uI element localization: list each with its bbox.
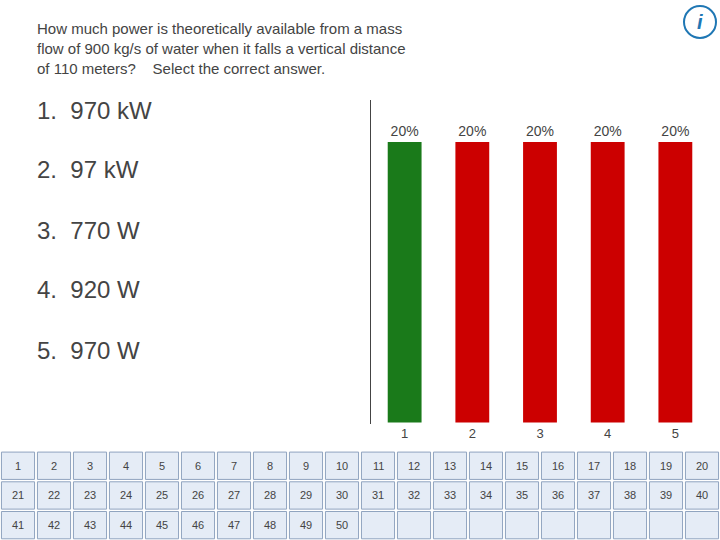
svg-text:10: 10 xyxy=(336,460,348,472)
svg-text:49: 49 xyxy=(300,519,312,531)
svg-text:of 110 meters? Select the c: of 110 meters? Select the correct answer… xyxy=(37,60,325,77)
svg-text:39: 39 xyxy=(660,489,672,501)
svg-text:32: 32 xyxy=(408,489,420,501)
svg-text:2. 97 kW: 2. 97 kW xyxy=(37,156,139,183)
svg-text:17: 17 xyxy=(588,460,600,472)
svg-text:43: 43 xyxy=(84,519,96,531)
svg-text:4. 920 W: 4. 920 W xyxy=(37,276,140,303)
svg-text:36: 36 xyxy=(552,489,564,501)
svg-text:2: 2 xyxy=(469,426,476,441)
svg-text:4: 4 xyxy=(123,460,129,472)
svg-text:47: 47 xyxy=(228,519,240,531)
svg-text:5: 5 xyxy=(159,460,165,472)
svg-text:i: i xyxy=(697,11,703,33)
svg-text:25: 25 xyxy=(156,489,168,501)
svg-text:9: 9 xyxy=(303,460,309,472)
svg-text:35: 35 xyxy=(516,489,528,501)
svg-text:22: 22 xyxy=(48,489,60,501)
svg-text:18: 18 xyxy=(624,460,636,472)
svg-text:8: 8 xyxy=(267,460,273,472)
svg-text:27: 27 xyxy=(228,489,240,501)
svg-text:45: 45 xyxy=(156,519,168,531)
svg-text:14: 14 xyxy=(480,460,492,472)
svg-text:24: 24 xyxy=(120,489,132,501)
svg-text:flow of 900 kg/s of water when: flow of 900 kg/s of water when it falls … xyxy=(37,40,406,57)
svg-text:15: 15 xyxy=(516,460,528,472)
svg-text:26: 26 xyxy=(192,489,204,501)
svg-text:34: 34 xyxy=(480,489,492,501)
svg-text:38: 38 xyxy=(624,489,636,501)
svg-text:28: 28 xyxy=(264,489,276,501)
svg-text:13: 13 xyxy=(444,460,456,472)
svg-text:1. 970 kW: 1. 970 kW xyxy=(37,97,152,124)
svg-text:46: 46 xyxy=(192,519,204,531)
svg-text:5. 970 W: 5. 970 W xyxy=(37,337,140,364)
svg-text:33: 33 xyxy=(444,489,456,501)
svg-text:20%: 20% xyxy=(526,123,554,139)
svg-text:5: 5 xyxy=(672,426,679,441)
svg-text:1: 1 xyxy=(15,460,21,472)
svg-text:37: 37 xyxy=(588,489,600,501)
svg-text:21: 21 xyxy=(12,489,24,501)
svg-text:31: 31 xyxy=(372,489,384,501)
svg-text:2: 2 xyxy=(51,460,57,472)
svg-text:29: 29 xyxy=(300,489,312,501)
svg-text:30: 30 xyxy=(336,489,348,501)
svg-text:3. 770 W: 3. 770 W xyxy=(37,217,140,244)
svg-text:40: 40 xyxy=(696,489,708,501)
svg-text:4: 4 xyxy=(604,426,611,441)
svg-text:1: 1 xyxy=(401,426,408,441)
svg-text:How much power is theoreticall: How much power is theoretically availabl… xyxy=(37,20,402,37)
svg-text:19: 19 xyxy=(660,460,672,472)
svg-text:50: 50 xyxy=(336,519,348,531)
svg-text:3: 3 xyxy=(536,426,543,441)
svg-text:7: 7 xyxy=(231,460,237,472)
svg-text:6: 6 xyxy=(195,460,201,472)
svg-text:23: 23 xyxy=(84,489,96,501)
svg-text:48: 48 xyxy=(264,519,276,531)
svg-text:12: 12 xyxy=(408,460,420,472)
svg-text:11: 11 xyxy=(373,460,384,472)
svg-text:44: 44 xyxy=(120,519,132,531)
svg-text:20%: 20% xyxy=(661,123,689,139)
svg-text:3: 3 xyxy=(87,460,93,472)
svg-text:41: 41 xyxy=(12,519,24,531)
svg-text:20%: 20% xyxy=(594,123,622,139)
svg-text:20: 20 xyxy=(696,460,708,472)
svg-text:20%: 20% xyxy=(391,123,419,139)
svg-text:42: 42 xyxy=(48,519,60,531)
svg-text:16: 16 xyxy=(552,460,564,472)
svg-text:20%: 20% xyxy=(458,123,486,139)
